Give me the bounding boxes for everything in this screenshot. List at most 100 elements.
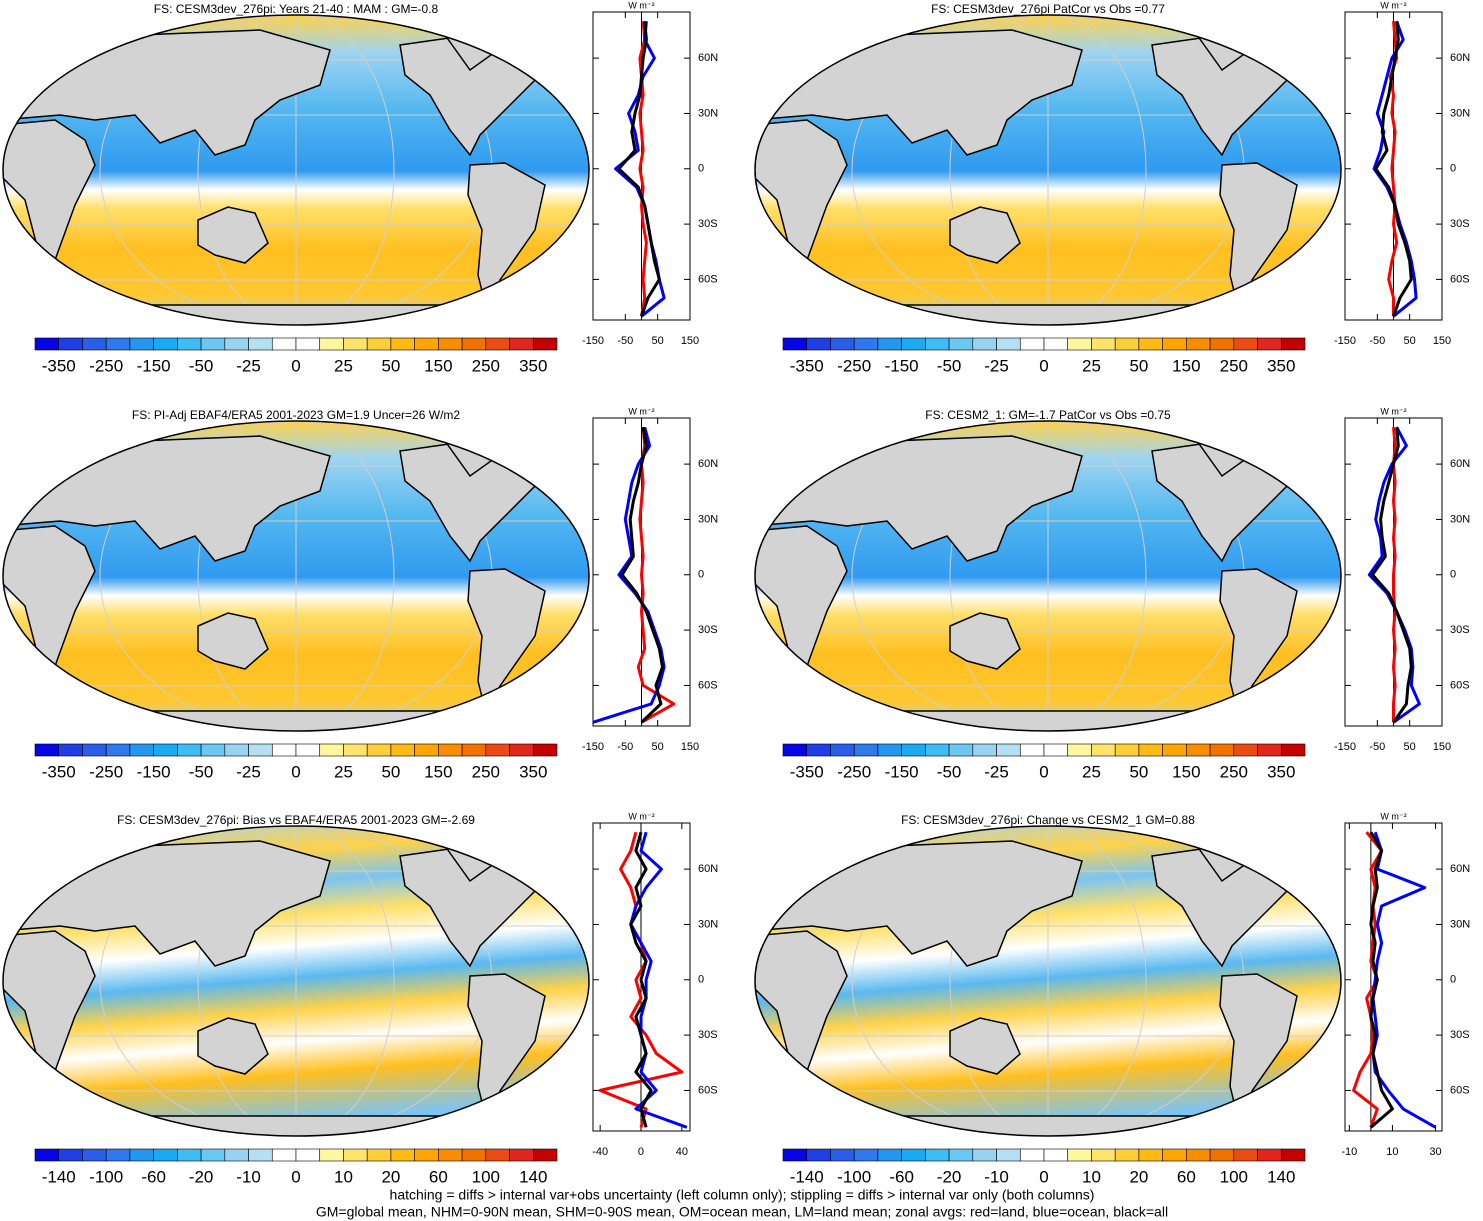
colorbar-box — [58, 337, 83, 351]
colorbar-label: -150 — [137, 356, 171, 375]
colorbar-box — [1233, 743, 1258, 757]
colorbar-box — [105, 337, 131, 351]
y-tick-label: 0 — [1450, 569, 1456, 581]
colorbar-box — [343, 743, 368, 757]
colorbar-label: 350 — [519, 762, 547, 781]
map-outline — [754, 14, 1342, 326]
colorbar-box — [509, 743, 534, 757]
colorbar-label: 25 — [334, 356, 353, 375]
colorbar-box — [82, 1148, 107, 1162]
colorbar-box — [1162, 743, 1187, 757]
colorbar-box — [901, 1148, 926, 1162]
colorbar-box — [153, 337, 178, 351]
colorbar-box — [319, 337, 344, 351]
colorbar-box — [972, 743, 997, 757]
colorbar-box — [877, 743, 902, 757]
colorbar-box — [248, 743, 273, 757]
colorbar-box — [438, 743, 463, 757]
colorbar-box — [1067, 337, 1092, 351]
x-tick-label: -50 — [617, 335, 633, 347]
y-tick-label: 30N — [1450, 918, 1470, 930]
y-tick-label: 60S — [698, 1084, 718, 1096]
colorbar-label: -150 — [137, 762, 171, 781]
colorbar-box — [830, 743, 855, 757]
colorbar-box — [129, 743, 154, 757]
colorbar-box — [485, 337, 510, 351]
colorbar-box — [509, 1148, 534, 1162]
colorbar-label: -60 — [889, 1167, 914, 1186]
y-tick-label: 60N — [1450, 52, 1470, 64]
x-tick-label: 150 — [681, 335, 699, 347]
colorbar-box — [343, 1148, 368, 1162]
zonal-unit: W m⁻² — [1380, 811, 1406, 821]
colorbar-box — [153, 743, 178, 757]
colorbar-label: 250 — [472, 762, 500, 781]
colorbar-box — [1091, 337, 1116, 351]
colorbar-box — [1114, 1148, 1140, 1162]
x-tick-label: -150 — [582, 335, 604, 347]
colorbar-box — [1114, 743, 1140, 757]
map-body — [3, 15, 589, 325]
x-tick-label: 50 — [1404, 335, 1416, 347]
colorbar-box — [1186, 1148, 1211, 1162]
colorbar-box — [1209, 1148, 1235, 1162]
colorbar-box — [343, 337, 368, 351]
colorbar-box — [996, 1148, 1021, 1162]
zonal-unit: W m⁻² — [1380, 0, 1406, 10]
colorbar-label: 10 — [334, 1167, 353, 1186]
colorbar-label: 100 — [1220, 1167, 1248, 1186]
y-tick-label: 0 — [698, 974, 704, 986]
x-tick-label: -10 — [1341, 1146, 1357, 1158]
colorbar-label: 25 — [334, 762, 353, 781]
colorbar-box — [877, 1148, 902, 1162]
y-tick-label: 30S — [1450, 218, 1470, 230]
zonal-line — [1371, 831, 1437, 1129]
colorbar-label: 250 — [1220, 762, 1248, 781]
zonal-line — [620, 426, 664, 724]
zonal-unit: W m⁻² — [628, 811, 654, 821]
x-tick-label: -150 — [1334, 741, 1356, 753]
colorbar-box — [1209, 743, 1235, 757]
colorbar-box — [461, 743, 487, 757]
zonal-line — [1367, 426, 1421, 724]
colorbar-box — [532, 1148, 558, 1162]
footer-note: hatching = diffs > internal var+obs unce… — [390, 1187, 1095, 1203]
panel-title: FS: CESM3dev_276pi: Years 21-40 : MAM : … — [154, 2, 439, 16]
colorbar-label: 20 — [1129, 1167, 1148, 1186]
colorbar-label: -350 — [790, 762, 824, 781]
colorbar-label: -250 — [89, 762, 123, 781]
colorbar-box — [58, 1148, 83, 1162]
x-tick-label: 30 — [1429, 1146, 1441, 1158]
y-tick-label: 30S — [698, 624, 718, 636]
map — [2, 825, 590, 1137]
y-tick-label: 60N — [698, 863, 718, 875]
colorbar-box — [461, 337, 487, 351]
colorbar-label: 50 — [1129, 356, 1148, 375]
colorbar-box — [34, 1148, 60, 1162]
colorbar-box — [948, 337, 974, 351]
colorbar-label: 350 — [1267, 356, 1295, 375]
colorbar-label: -100 — [89, 1167, 123, 1186]
colorbar-label: 0 — [291, 356, 300, 375]
x-tick-label: -150 — [582, 741, 604, 753]
y-tick-label: 60N — [698, 458, 718, 470]
y-tick-label: 60S — [1450, 1084, 1470, 1096]
y-tick-label: 60S — [1450, 273, 1470, 285]
colorbar-box — [105, 743, 131, 757]
map-body — [755, 826, 1341, 1136]
colorbar-box — [1186, 337, 1211, 351]
colorbar-box — [248, 1148, 273, 1162]
colorbar-box — [1233, 1148, 1258, 1162]
x-tick-label: -50 — [1369, 335, 1385, 347]
zonal-line — [1374, 21, 1413, 317]
x-tick-label: 150 — [1433, 741, 1451, 753]
colorbar-label: 150 — [424, 356, 452, 375]
colorbar-box — [1138, 743, 1163, 757]
colorbar-box — [271, 337, 297, 351]
map — [2, 420, 590, 732]
x-tick-label: 10 — [1386, 1146, 1398, 1158]
colorbar-box — [925, 743, 950, 757]
colorbar-box — [366, 1148, 392, 1162]
colorbar-box — [295, 743, 321, 757]
colorbar-box — [1186, 743, 1211, 757]
